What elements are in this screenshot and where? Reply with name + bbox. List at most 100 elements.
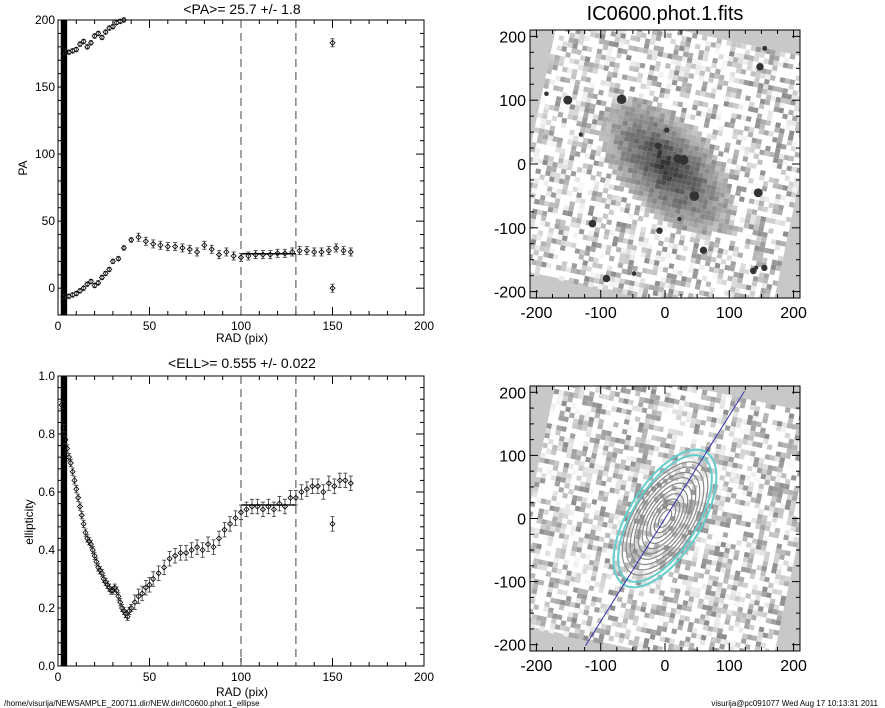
noise-pixel xyxy=(733,478,740,485)
noise-pixel xyxy=(552,136,559,143)
noise-pixel xyxy=(701,389,708,396)
noise-pixel xyxy=(569,601,576,608)
noise-pixel xyxy=(584,533,591,540)
noise-pixel xyxy=(788,438,795,445)
noise-pixel xyxy=(731,256,738,262)
noise-pixel xyxy=(670,110,677,117)
noise-pixel xyxy=(767,608,774,614)
noise-pixel xyxy=(756,113,763,120)
noise-pixel xyxy=(643,43,650,50)
data-point xyxy=(122,610,129,617)
noise-pixel xyxy=(543,458,550,465)
noise-pixel xyxy=(780,143,787,150)
noise-pixel xyxy=(722,531,729,538)
noise-pixel xyxy=(772,157,779,164)
noise-pixel xyxy=(567,442,574,449)
noise-pixel xyxy=(632,265,639,272)
noise-pixel xyxy=(778,107,785,114)
noise-pixel xyxy=(699,213,706,220)
noise-pixel xyxy=(531,233,538,240)
noise-pixel xyxy=(730,472,736,479)
noise-pixel xyxy=(596,145,603,152)
noise-pixel xyxy=(586,46,593,53)
pa-plot-ylabel: PA xyxy=(16,160,30,175)
noise-pixel xyxy=(612,286,619,293)
noise-pixel xyxy=(544,432,551,439)
noise-pixel xyxy=(545,242,552,248)
noise-pixel xyxy=(521,540,527,546)
noise-pixel xyxy=(581,379,587,385)
noise-pixel xyxy=(812,449,818,455)
noise-pixel xyxy=(541,138,548,145)
noise-pixel xyxy=(681,178,688,185)
noise-pixel xyxy=(614,437,621,444)
noise-pixel xyxy=(717,130,724,137)
noise-pixel xyxy=(533,481,540,488)
noise-pixel xyxy=(552,562,559,569)
noise-pixel xyxy=(701,583,708,590)
noise-pixel xyxy=(691,273,698,280)
noise-pixel xyxy=(761,68,767,75)
noise-pixel xyxy=(543,200,550,207)
noise-pixel xyxy=(533,178,540,185)
noise-pixel xyxy=(636,646,643,651)
noise-pixel xyxy=(723,552,730,559)
noise-pixel xyxy=(615,246,622,253)
noise-pixel xyxy=(714,545,721,552)
noise-pixel xyxy=(646,248,653,255)
noise-pixel xyxy=(586,143,593,150)
noise-pixel xyxy=(623,161,630,168)
noise-pixel xyxy=(580,101,587,108)
noise-pixel xyxy=(648,166,654,173)
noise-pixel xyxy=(543,606,549,613)
noise-pixel xyxy=(607,45,614,52)
data-point xyxy=(179,244,186,252)
noise-pixel xyxy=(757,657,763,663)
noise-pixel xyxy=(585,456,592,463)
noise-pixel xyxy=(737,129,744,136)
data-point xyxy=(347,248,354,256)
noise-pixel xyxy=(698,572,705,579)
noise-pixel xyxy=(729,240,736,247)
noise-pixel xyxy=(624,608,631,615)
noise-pixel xyxy=(706,416,713,422)
noise-pixel xyxy=(590,123,597,130)
noise-pixel xyxy=(771,491,778,498)
noise-pixel xyxy=(774,101,781,108)
noise-pixel xyxy=(613,113,620,120)
noise-pixel xyxy=(665,226,672,233)
noise-pixel xyxy=(753,245,760,252)
noise-pixel xyxy=(721,562,728,569)
noise-pixel xyxy=(637,169,644,176)
noise-pixel xyxy=(651,152,658,159)
noise-pixel xyxy=(640,437,647,444)
noise-pixel xyxy=(764,319,770,325)
noise-pixel xyxy=(685,87,692,94)
noise-pixel xyxy=(562,41,569,48)
noise-pixel xyxy=(659,138,666,145)
noise-pixel xyxy=(718,551,725,558)
noise-pixel xyxy=(733,549,740,556)
noise-pixel xyxy=(589,31,596,38)
noise-pixel xyxy=(777,183,784,190)
noise-pixel xyxy=(691,155,698,162)
noise-pixel xyxy=(667,293,674,298)
noise-pixel xyxy=(546,422,553,429)
noise-pixel xyxy=(788,130,795,137)
noise-pixel xyxy=(776,188,783,195)
noise-pixel xyxy=(758,529,765,536)
noise-pixel xyxy=(614,36,621,43)
noise-pixel xyxy=(556,517,563,524)
data-point xyxy=(76,287,84,294)
noise-pixel xyxy=(598,253,605,260)
noise-pixel xyxy=(612,92,619,99)
noise-pixel xyxy=(729,46,736,53)
noise-pixel xyxy=(681,605,688,611)
noise-pixel xyxy=(717,150,724,157)
noise-pixel xyxy=(768,506,775,512)
noise-pixel xyxy=(638,185,645,192)
noise-pixel xyxy=(718,454,725,461)
noise-pixel xyxy=(579,364,585,370)
noise-pixel xyxy=(629,609,636,616)
data-point xyxy=(221,526,228,533)
